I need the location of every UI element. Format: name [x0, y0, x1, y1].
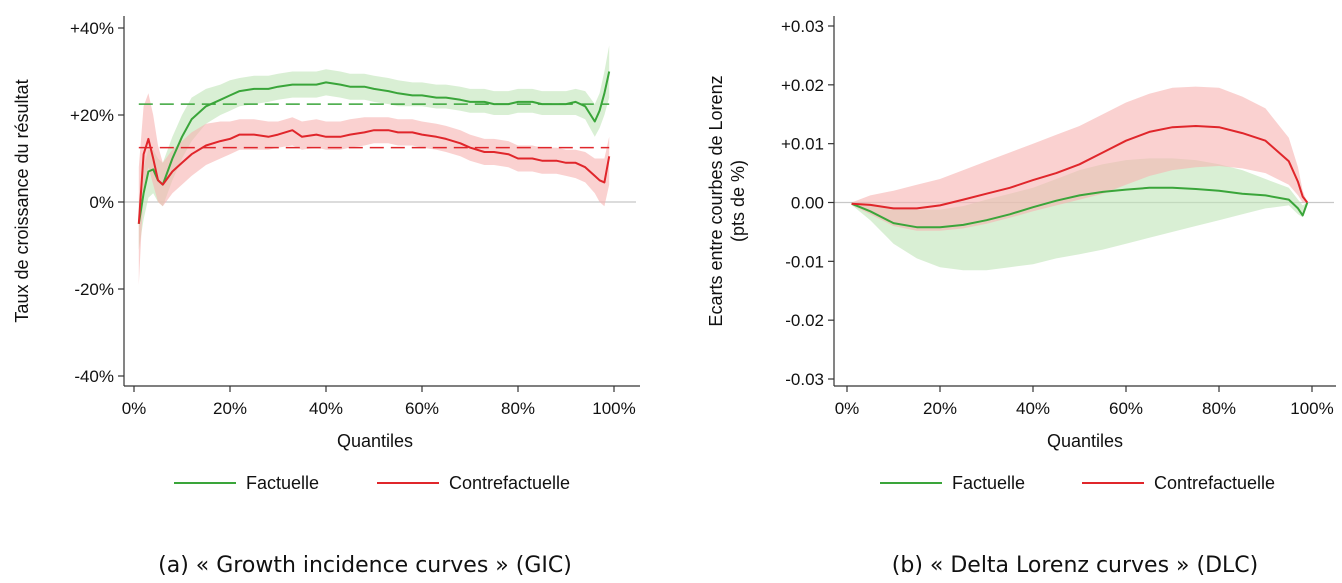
gic-xtick-label: 40% [309, 399, 343, 418]
dlc-ytick-label: 0.00 [791, 194, 824, 213]
dlc-ytick-label: -0.03 [785, 370, 824, 389]
dlc-series-line-factuelle [851, 186, 1309, 229]
gic-legend-label-contrefactuelle: Contrefactuelle [449, 473, 570, 493]
gic-xtick-label: 20% [213, 399, 247, 418]
gic-ticks: +40% +20% 0% -20% -40% 0% 20% 40% 60% 80% 100% [70, 19, 636, 418]
dlc-x-axis-label: Quantiles [1047, 431, 1123, 451]
gic-ytick-label: +40% [70, 19, 114, 38]
dlc-xtick-label: 20% [923, 399, 957, 418]
panel-dlc: +0.03 +0.02 +0.01 0.00 -0.01 -0.02 -0.03 0% 20% 4… [706, 16, 1336, 578]
dlc-ytick-label: +0.02 [781, 76, 824, 95]
dlc-ytick-label: -0.01 [785, 252, 824, 271]
gic-caption: (a) « Growth incidence curves » (GIC) [158, 553, 572, 578]
dlc-caption: (b) « Delta Lorenz curves » (DLC) [892, 553, 1258, 578]
gic-ytick-label: -40% [74, 367, 114, 386]
gic-y-axis-label: Taux de croissance du résultat [12, 79, 32, 322]
dlc-xtick-label: 0% [835, 399, 860, 418]
dlc-xtick-label: 100% [1290, 399, 1333, 418]
gic-ytick-label: +20% [70, 106, 114, 125]
gic-xtick-label: 80% [501, 399, 535, 418]
gic-xtick-label: 0% [122, 399, 147, 418]
dlc-legend: Factuelle Contrefactuelle [880, 473, 1275, 493]
dlc-xtick-label: 80% [1202, 399, 1236, 418]
dlc-y-axis-label-line1: Ecarts entre courbes de Lorenz [706, 75, 726, 326]
dlc-xtick-label: 40% [1016, 399, 1050, 418]
dlc-ytick-label: -0.02 [785, 311, 824, 330]
gic-xtick-label: 60% [405, 399, 439, 418]
dlc-legend-label-factuelle: Factuelle [952, 473, 1025, 493]
dlc-legend-label-contrefactuelle: Contrefactuelle [1154, 473, 1275, 493]
panel-gic: +40% +20% 0% -20% -40% 0% 20% 40% 60% 80% 100% Qua… [12, 16, 640, 578]
dlc-plot-area [834, 86, 1334, 271]
gic-series-line-contrefactuelle [137, 129, 611, 224]
gic-series-line-factuelle [137, 71, 611, 224]
gic-x-axis-label: Quantiles [337, 431, 413, 451]
dlc-ticks: +0.03 +0.02 +0.01 0.00 -0.01 -0.02 -0.03 0% 20% 4… [781, 17, 1334, 418]
gic-band-contrefactuelle [138, 93, 610, 285]
gic-plot-area [124, 45, 636, 285]
gic-ytick-label: -20% [74, 280, 114, 299]
gic-band-factuelle [138, 45, 610, 250]
dlc-y-axis-label-line2: (pts de %) [728, 160, 748, 242]
gic-xtick-label: 100% [592, 399, 635, 418]
dlc-xtick-label: 60% [1109, 399, 1143, 418]
dlc-ytick-label: +0.03 [781, 17, 824, 36]
gic-legend: Factuelle Contrefactuelle [174, 473, 570, 493]
dlc-ytick-label: +0.01 [781, 135, 824, 154]
dlc-band-contrefactuelle [851, 86, 1308, 231]
gic-legend-label-factuelle: Factuelle [246, 473, 319, 493]
dlc-band-factuelle [851, 158, 1308, 271]
gic-ytick-label: 0% [89, 193, 114, 212]
dlc-series-line-contrefactuelle [851, 125, 1309, 210]
